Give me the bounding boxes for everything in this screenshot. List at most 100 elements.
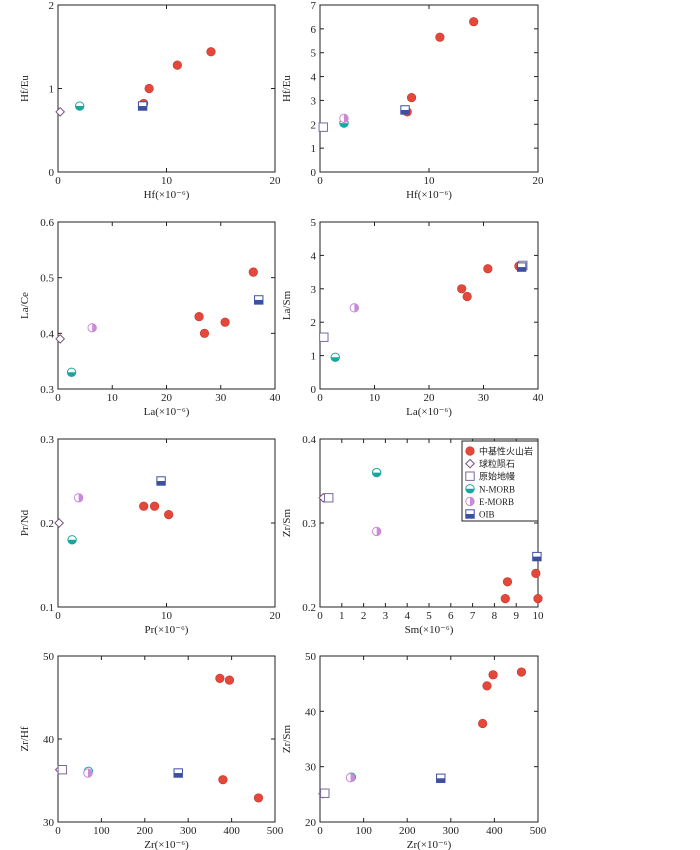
- x-tick-label: 10: [533, 610, 545, 622]
- plot-frame: [319, 655, 539, 823]
- x-tick-label: 6: [448, 610, 454, 622]
- x-tick-label: 10: [107, 392, 119, 404]
- legend-box: [461, 440, 539, 522]
- e-morb-point: [349, 303, 360, 313]
- x-tick-label: 0: [55, 175, 61, 187]
- volcanic-point: [483, 264, 493, 274]
- legend-marker-chondrite: [465, 458, 475, 469]
- e-morb-point: [339, 113, 349, 124]
- x-tick-label: 8: [492, 610, 498, 622]
- primitive-mantle-point: [320, 788, 330, 798]
- scatter-panel-p7: 0 100 200 300 400 500 30 40 50 Zr(×10⁻⁶) Zr/Hf: [19, 651, 284, 850]
- volcanic-point: [248, 267, 258, 277]
- y-tick-label: 0.3: [40, 434, 54, 446]
- e-morb-point: [73, 493, 84, 503]
- y-tick-label: 40: [305, 706, 317, 718]
- volcanic-point: [457, 284, 467, 294]
- x-tick-label: 300: [443, 825, 460, 837]
- x-axis-label: Hf(×10⁻⁶): [406, 189, 452, 201]
- x-tick-label: 3: [383, 610, 389, 622]
- primitive-mantle-point: [324, 493, 334, 503]
- y-tick-label: 30: [43, 817, 55, 829]
- volcanic-point: [218, 775, 228, 785]
- x-tick-label: 0: [317, 825, 323, 837]
- x-tick-label: 0: [317, 610, 323, 622]
- volcanic-point: [194, 312, 204, 322]
- primitive-mantle-point: [57, 765, 68, 775]
- oib-point: [516, 262, 527, 272]
- y-tick-label: 5: [311, 48, 317, 60]
- legend-label: 中基性火山岩: [479, 446, 533, 457]
- scatter-panel-p4: 0 10 20 30 40 0 1 2 3 4 5 La(×10⁻⁶) La/Sm: [281, 217, 544, 418]
- y-tick-label: 1: [311, 351, 317, 363]
- x-tick-label: 100: [93, 825, 110, 837]
- y-axis-label: Zr/Sm: [281, 725, 293, 754]
- plot-frame: [319, 4, 539, 173]
- n-morb-point: [75, 101, 85, 111]
- x-axis-label: Sm(×10⁻⁶): [405, 624, 454, 636]
- x-tick-label: 20: [161, 392, 173, 404]
- legend-label: 原始地幔: [479, 471, 515, 482]
- volcanic-point: [482, 681, 492, 691]
- primitive-mantle-point: [318, 122, 328, 132]
- x-tick-label: 20: [424, 392, 436, 404]
- y-tick-label: 5: [311, 217, 317, 229]
- y-tick-label: 2: [49, 0, 55, 12]
- x-axis-label: Pr(×10⁻⁶): [145, 624, 189, 636]
- volcanic-point: [215, 673, 225, 684]
- y-tick-label: 50: [305, 651, 317, 663]
- y-tick-label: 2: [311, 119, 317, 131]
- volcanic-point: [488, 670, 498, 680]
- y-tick-label: 6: [311, 24, 317, 36]
- y-tick-label: 50: [43, 651, 55, 663]
- x-tick-label: 20: [270, 175, 282, 187]
- x-tick-label: 0: [55, 392, 61, 404]
- e-morb-point: [83, 768, 93, 778]
- volcanic-point: [253, 793, 264, 803]
- x-tick-label: 30: [478, 392, 490, 404]
- x-tick-label: 300: [180, 825, 197, 837]
- volcanic-point: [478, 718, 488, 729]
- legend-label: 球粒陨石: [479, 458, 515, 469]
- primitive-mantle-point: [319, 332, 329, 342]
- x-tick-label: 10: [161, 610, 173, 622]
- oib-point: [156, 476, 166, 486]
- scatter-panel-p3: 0 10 20 30 40 0.3 0.4 0.5 0.6 La(×10⁻⁶) La/Ce: [19, 217, 281, 418]
- x-tick-label: 40: [533, 392, 545, 404]
- x-axis-label: Zr(×10⁻⁶): [144, 839, 189, 850]
- x-tick-label: 20: [533, 175, 545, 187]
- legend-label: N-MORB: [479, 484, 515, 494]
- volcanic-point: [531, 568, 541, 579]
- volcanic-point: [500, 593, 510, 604]
- y-tick-label: 0.2: [302, 602, 316, 614]
- x-axis-label: Hf(×10⁻⁶): [144, 189, 190, 201]
- y-tick-label: 0.2: [40, 518, 54, 530]
- chondrite-point: [55, 106, 66, 117]
- chondrite-point: [54, 518, 64, 528]
- y-axis-label: La/Ce: [19, 292, 31, 319]
- x-tick-label: 200: [399, 825, 416, 837]
- plot-frame: [57, 655, 276, 823]
- x-tick-label: 30: [215, 392, 227, 404]
- x-tick-label: 40: [270, 392, 282, 404]
- oib-point: [400, 105, 410, 115]
- x-tick-label: 500: [530, 825, 547, 837]
- y-axis-label: La/Sm: [281, 290, 293, 320]
- legend-marker-e-morb: [465, 496, 475, 507]
- volcanic-point: [172, 60, 182, 70]
- x-tick-label: 2: [361, 610, 367, 622]
- volcanic-point: [199, 328, 210, 338]
- y-tick-label: 20: [305, 817, 317, 829]
- y-tick-label: 0: [311, 167, 317, 179]
- y-tick-label: 7: [311, 0, 317, 12]
- volcanic-point: [224, 675, 235, 685]
- legend-marker-n-morb: [465, 484, 475, 494]
- e-morb-point: [345, 773, 356, 783]
- volcanic-point: [406, 92, 417, 103]
- legend-marker-primitive-mantle: [465, 471, 475, 481]
- x-tick-label: 100: [355, 825, 372, 837]
- x-tick-label: 500: [267, 825, 284, 837]
- oib-point: [532, 551, 542, 562]
